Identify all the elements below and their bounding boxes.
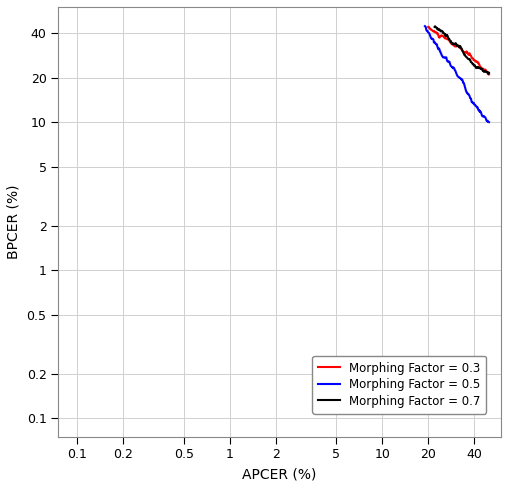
Morphing Factor = 0.7 (475, 65, 481, 71)
Morphing Factor = 0.7 (485, 71, 491, 77)
Morphing Factor = 0.3 (426, 24, 432, 30)
Morphing Factor = 0.5 (475, 105, 481, 111)
Morphing Factor = 0.7 (485, 70, 491, 76)
X-axis label: APCER (%): APCER (%) (242, 467, 317, 481)
Morphing Factor = 0.3 (485, 69, 491, 75)
Line: Morphing Factor = 0.3: Morphing Factor = 0.3 (428, 27, 489, 75)
Morphing Factor = 0.7 (462, 53, 468, 59)
Morphing Factor = 0.5 (422, 23, 428, 29)
Morphing Factor = 0.7 (432, 24, 438, 30)
Morphing Factor = 0.3 (442, 36, 448, 41)
Morphing Factor = 0.7 (443, 32, 450, 38)
Legend: Morphing Factor = 0.3, Morphing Factor = 0.5, Morphing Factor = 0.7: Morphing Factor = 0.3, Morphing Factor =… (312, 356, 486, 414)
Morphing Factor = 0.7 (469, 61, 475, 67)
Morphing Factor = 0.5 (447, 61, 453, 67)
Morphing Factor = 0.5 (458, 76, 464, 82)
Morphing Factor = 0.3 (425, 24, 431, 30)
Morphing Factor = 0.7 (447, 37, 453, 43)
Morphing Factor = 0.3 (486, 72, 492, 78)
Morphing Factor = 0.5 (466, 93, 472, 99)
Morphing Factor = 0.3 (473, 59, 480, 64)
Morphing Factor = 0.5 (455, 74, 461, 80)
Morphing Factor = 0.3 (438, 33, 444, 39)
Morphing Factor = 0.3 (467, 53, 473, 59)
Line: Morphing Factor = 0.7: Morphing Factor = 0.7 (435, 26, 489, 74)
Y-axis label: BPCER (%): BPCER (%) (7, 184, 21, 259)
Morphing Factor = 0.7 (486, 70, 492, 76)
Morphing Factor = 0.7 (432, 23, 438, 29)
Line: Morphing Factor = 0.5: Morphing Factor = 0.5 (425, 26, 489, 122)
Morphing Factor = 0.5 (443, 54, 449, 60)
Morphing Factor = 0.5 (486, 119, 492, 125)
Morphing Factor = 0.3 (459, 48, 465, 54)
